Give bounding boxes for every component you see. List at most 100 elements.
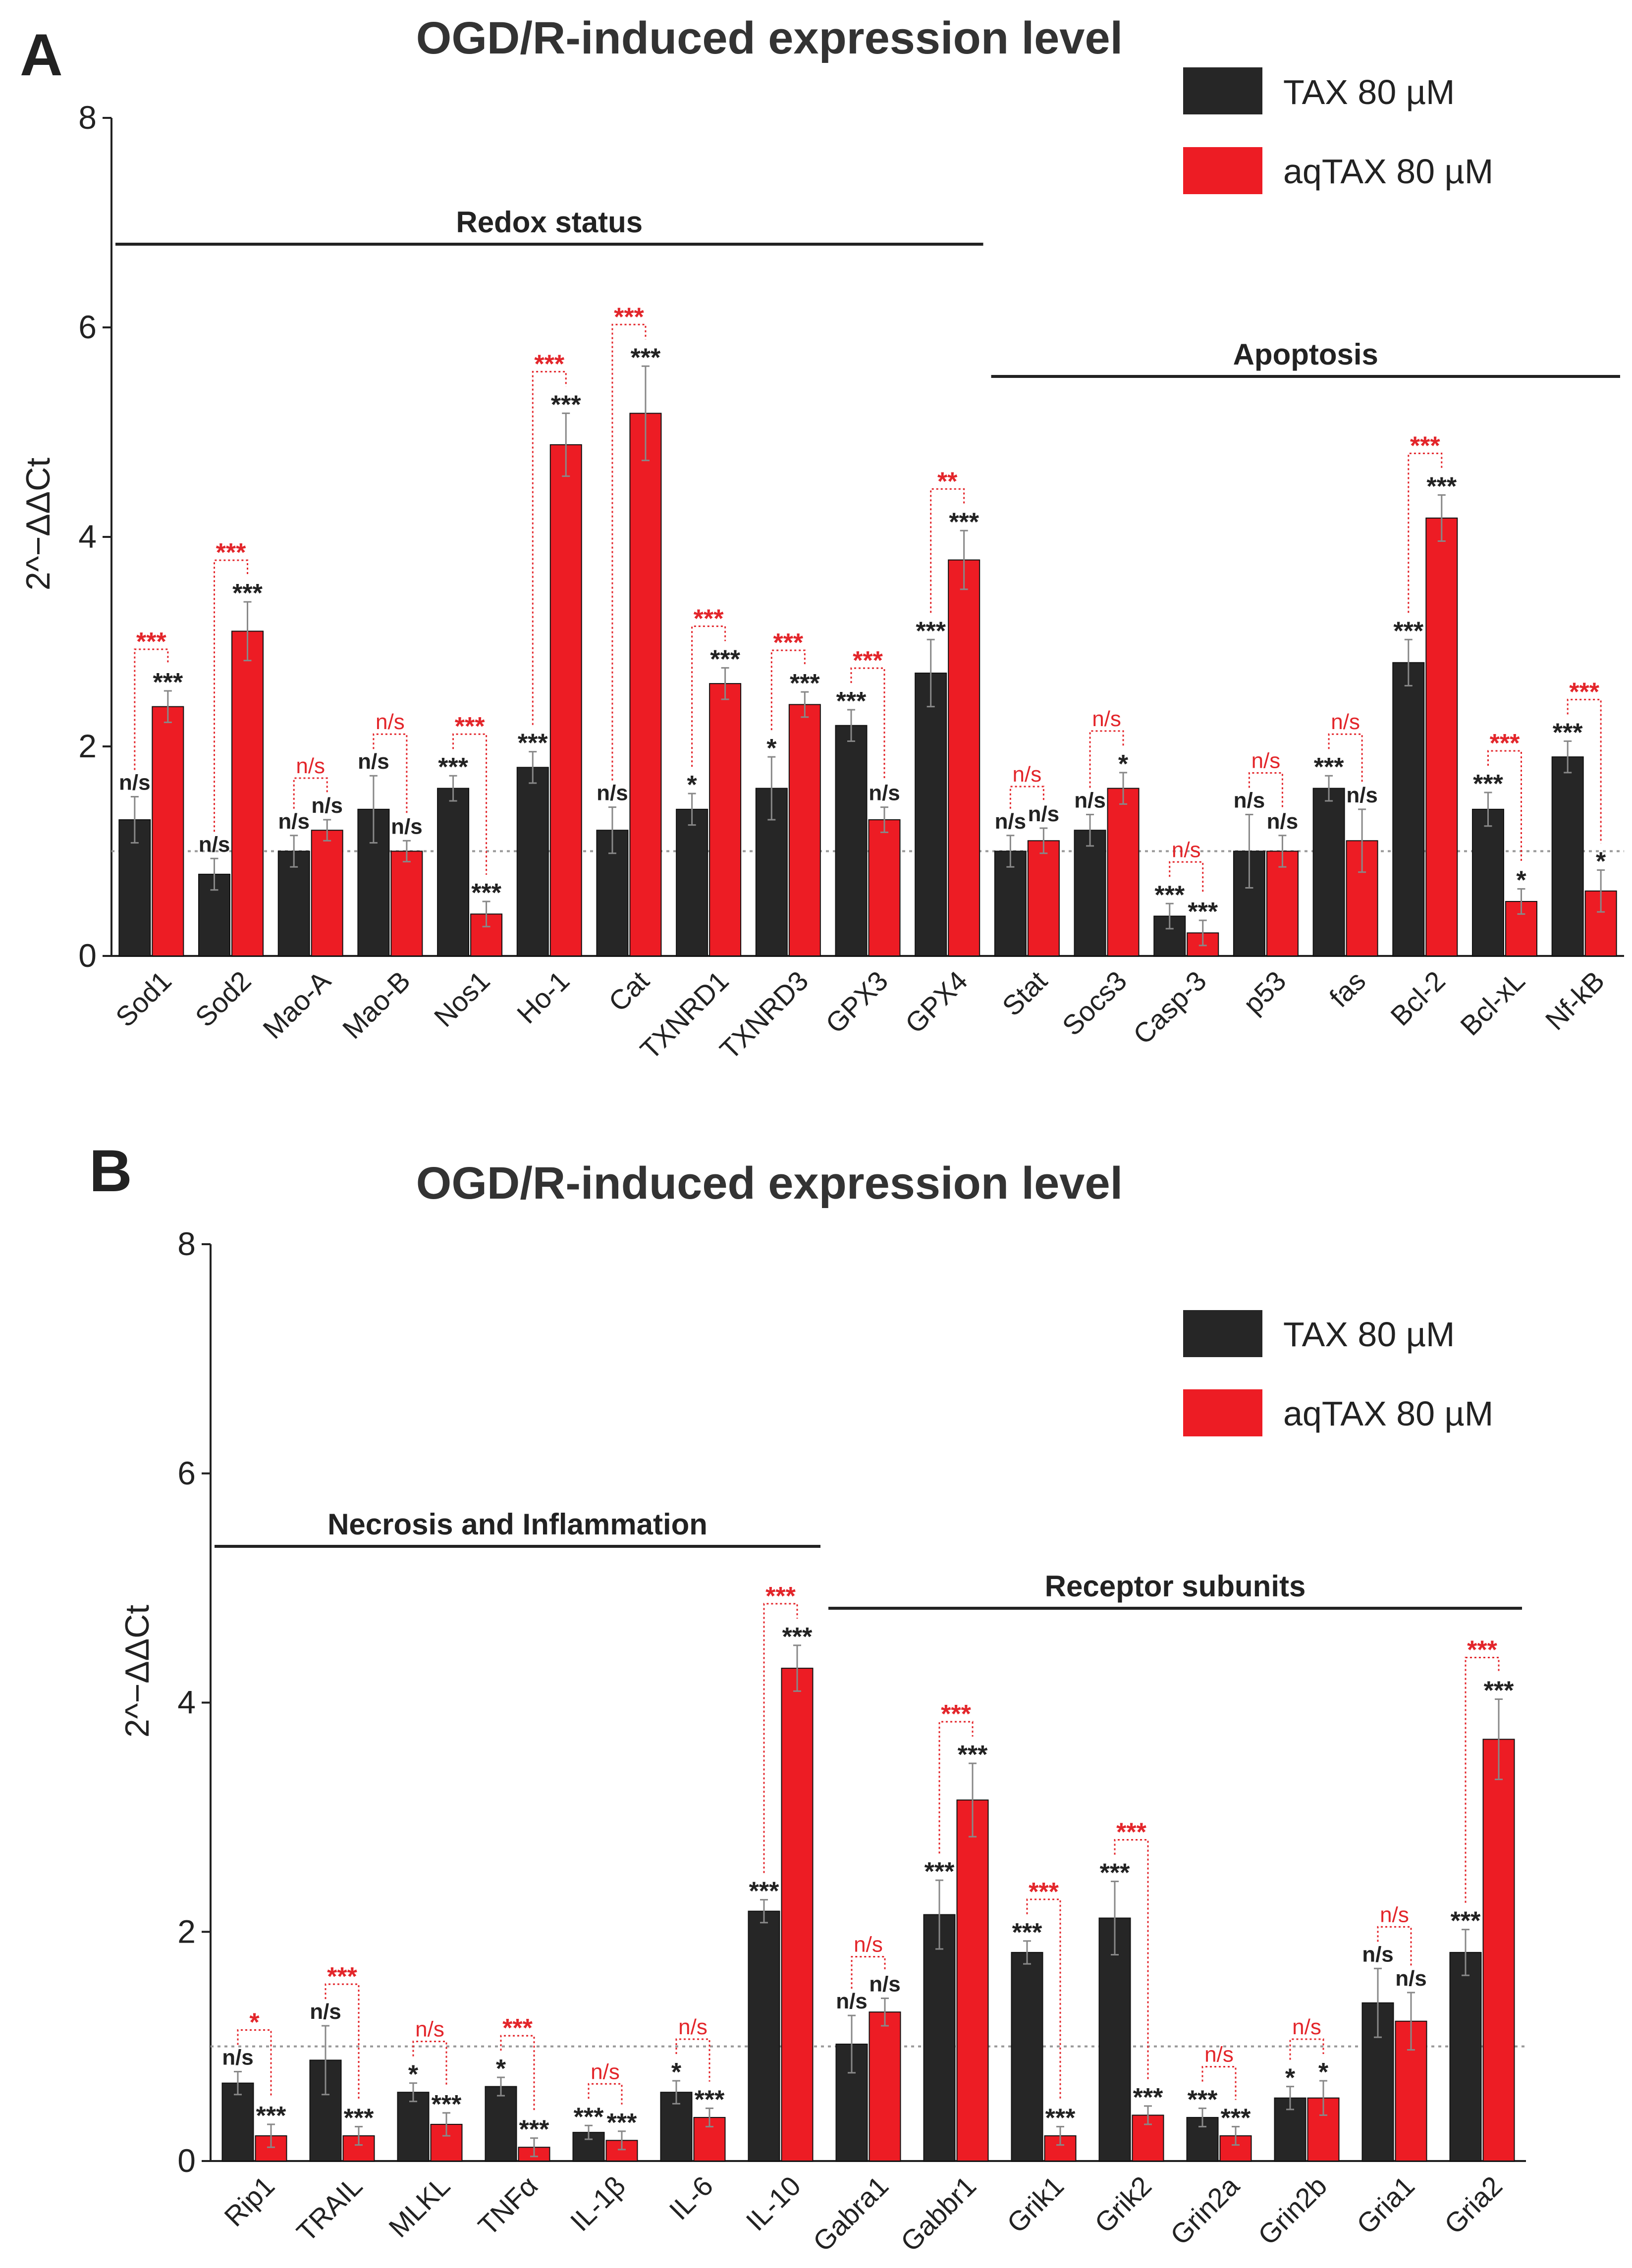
bar-aqtax: [311, 830, 343, 956]
significance-label: ***: [1100, 1858, 1130, 1887]
comparison-bracket: [1114, 1839, 1149, 2079]
category-label: Stat: [996, 965, 1053, 1022]
bar-tax: [1449, 1952, 1482, 2162]
comparison-label: n/s: [591, 2059, 620, 2084]
comparison-bracket: [938, 1721, 974, 1854]
comparison-label: ***: [327, 1962, 357, 1991]
category-label: GPX3: [819, 965, 894, 1039]
significance-label: ***: [607, 2109, 637, 2137]
significance-label: ***: [1553, 718, 1583, 747]
significance-label: n/s: [1234, 788, 1265, 812]
category-label: Casp-3: [1127, 965, 1212, 1050]
comparison-label: n/s: [1292, 2015, 1321, 2039]
significance-label: *: [671, 2058, 682, 2087]
comparison-bracket: [611, 323, 647, 781]
y-tick-label: 2: [177, 1913, 196, 1950]
bar-aqtax: [1027, 840, 1060, 956]
y-tick-label: 8: [177, 1225, 196, 1262]
comparison-bracket: [214, 559, 249, 832]
bar-tax: [516, 767, 549, 957]
comparison-label: ***: [1467, 1636, 1497, 1665]
bar-tax: [221, 2082, 254, 2162]
comparison-bracket: [1487, 750, 1522, 862]
comparison-bracket: [134, 648, 169, 770]
significance-label: ***: [1393, 617, 1423, 645]
panel-b-ylabel: 2^−ΔΔCt: [118, 1605, 156, 1738]
y-tick-label: 0: [177, 2142, 196, 2179]
legend-swatch-aqtax: [1183, 147, 1262, 194]
significance-label: n/s: [869, 1972, 901, 1996]
category-label: fas: [1323, 965, 1371, 1013]
bar-aqtax: [709, 683, 742, 956]
legend-label-aqtax: aqTAX 80 µM: [1283, 152, 1493, 191]
category-label: TNFα: [472, 2170, 544, 2241]
category-label: Mao-B: [336, 965, 416, 1045]
bar-tax: [915, 672, 947, 956]
bar-aqtax: [948, 559, 980, 956]
significance-label: ***: [1484, 1677, 1514, 1705]
y-tick-label: 4: [78, 518, 97, 555]
comparison-bracket: [373, 733, 408, 814]
comparison-label: ***: [1569, 678, 1599, 706]
comparison-bracket: [851, 1955, 886, 1989]
comparison-label: n/s: [1331, 710, 1360, 734]
bar-aqtax: [788, 704, 821, 957]
significance-label: ***: [471, 879, 501, 907]
category-label: Bcl-xL: [1454, 965, 1531, 1042]
significance-label: ***: [790, 669, 820, 698]
significance-label: ***: [836, 687, 867, 716]
significance-label: ***: [153, 668, 183, 697]
panel-a-legend: TAX 80 µM aqTAX 80 µM: [1183, 67, 1493, 194]
bar-tax: [835, 725, 868, 956]
significance-label: ***: [631, 343, 661, 372]
significance-label: n/s: [358, 749, 389, 774]
comparison-label: *: [249, 2008, 260, 2037]
bar-aqtax: [152, 706, 184, 956]
bar-tax: [485, 2086, 517, 2162]
significance-label: n/s: [1362, 1942, 1394, 1966]
y-tick-label: 6: [78, 309, 97, 345]
significance-label: n/s: [1074, 788, 1106, 812]
y-tick-label: 2: [78, 728, 97, 764]
comparison-label: ***: [853, 646, 883, 675]
category-label: Gria2: [1438, 2170, 1508, 2240]
significance-label: ***: [925, 1857, 955, 1886]
category-label: Sod1: [109, 965, 177, 1033]
comparison-label: ***: [941, 1700, 971, 1729]
significance-label: ***: [1473, 770, 1503, 798]
significance-label: ***: [958, 1741, 988, 1769]
bar-aqtax: [1482, 1739, 1515, 2162]
category-label: Grik1: [1001, 2170, 1070, 2239]
significance-label: n/s: [836, 1989, 868, 2013]
category-label: Nos1: [428, 965, 496, 1033]
y-tick-label: 4: [177, 1684, 196, 1721]
comparison-label: n/s: [1172, 838, 1201, 862]
bar-tax: [1471, 808, 1504, 957]
comparison-label: n/s: [1204, 2043, 1234, 2067]
comparison-label: ***: [1490, 729, 1520, 758]
category-label: Gria1: [1351, 2170, 1420, 2240]
category-label: Gabbr1: [894, 2170, 982, 2258]
panel-b-title: OGD/R-induced expression level: [416, 1158, 1123, 1209]
category-label: Grin2a: [1164, 2169, 1246, 2251]
bar-tax: [1074, 830, 1106, 956]
significance-label: ***: [574, 2103, 604, 2131]
comparison-bracket: [325, 1983, 360, 2100]
comparison-bracket: [1089, 730, 1124, 788]
comparison-label: n/s: [1251, 748, 1281, 773]
significance-label: n/s: [119, 771, 151, 795]
comparison-label: n/s: [415, 2017, 444, 2042]
panel-b-letter: B: [89, 1138, 132, 1204]
bar-aqtax: [231, 631, 264, 956]
legend-label-aqtax: aqTAX 80 µM: [1283, 1394, 1493, 1433]
y-tick-label: 6: [177, 1455, 196, 1491]
bar-aqtax: [956, 1799, 989, 2162]
category-label: Grin2b: [1252, 2170, 1333, 2251]
category-label: p53: [1237, 965, 1292, 1020]
comparison-label: n/s: [1013, 762, 1042, 787]
panel-a: A OGD/R-induced expression level 2^−ΔΔCt…: [19, 13, 1624, 1065]
bar-aqtax: [1266, 850, 1299, 956]
significance-label: ***: [519, 2115, 549, 2144]
significance-label: n/s: [1267, 809, 1299, 834]
